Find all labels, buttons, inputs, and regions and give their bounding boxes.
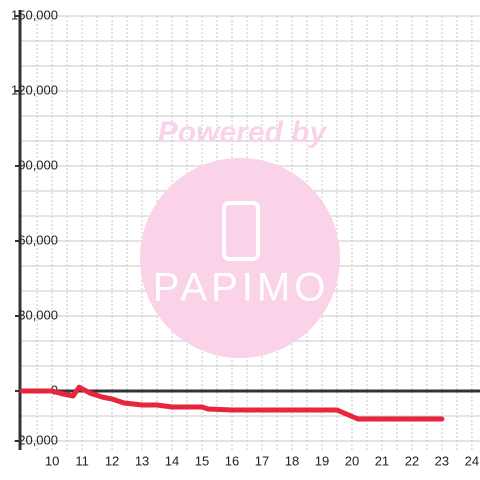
x-tick-label: 17 [255, 453, 269, 468]
grid [20, 15, 480, 450]
x-tick-label: 12 [105, 453, 119, 468]
x-tick-label: 16 [225, 453, 239, 468]
data-line [19, 384, 445, 422]
y-tick-label: 90,000 [18, 157, 58, 172]
y-tick-label: 150,000 [11, 7, 58, 22]
x-tick-label: 10 [45, 453, 59, 468]
x-tick-label: 24 [465, 453, 479, 468]
x-tick-label: 14 [165, 453, 179, 468]
x-tick-label: 20 [345, 453, 359, 468]
y-tick-label: 120,000 [11, 82, 58, 97]
watermark-icon [222, 201, 260, 261]
x-tick-label: 21 [375, 453, 389, 468]
y-tick-label: 60,000 [18, 232, 58, 247]
x-tick-label: 13 [135, 453, 149, 468]
x-tick-label: 11 [75, 453, 89, 468]
y-tick-label: 30,000 [18, 307, 58, 322]
plot: -20,000030,00060,00090,000120,000150,000… [11, 7, 480, 468]
watermark-text: Powered by [158, 116, 328, 149]
x-tick-label: 15 [195, 453, 209, 468]
watermark-logo: PAPIMO [153, 266, 330, 310]
x-tick-label: 19 [315, 453, 329, 468]
x-tick-label: 22 [405, 453, 419, 468]
watermark: Powered by PAPIMO [140, 116, 340, 358]
x-tick-label: 18 [285, 453, 299, 468]
y-tick-label: -20,000 [14, 432, 58, 447]
x-tick-label: 23 [435, 453, 449, 468]
